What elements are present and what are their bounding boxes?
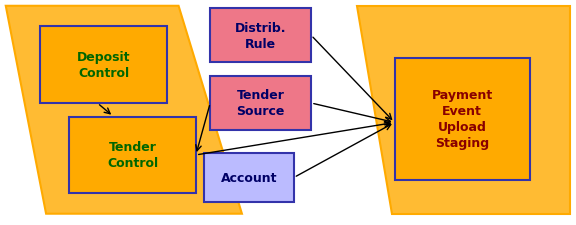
Bar bbox=[204, 153, 294, 202]
Bar bbox=[395, 58, 530, 180]
Text: Payment
Event
Upload
Staging: Payment Event Upload Staging bbox=[431, 89, 493, 150]
Text: Account: Account bbox=[221, 171, 278, 184]
Polygon shape bbox=[6, 7, 242, 214]
Text: Distrib.
Rule: Distrib. Rule bbox=[235, 22, 286, 50]
Text: Tender
Control: Tender Control bbox=[107, 141, 158, 170]
Bar bbox=[210, 76, 311, 130]
Bar bbox=[40, 27, 167, 104]
Bar bbox=[210, 9, 311, 63]
Bar bbox=[69, 117, 196, 194]
Text: Deposit
Control: Deposit Control bbox=[77, 51, 130, 80]
Polygon shape bbox=[357, 7, 570, 214]
Text: Tender
Source: Tender Source bbox=[237, 89, 285, 118]
